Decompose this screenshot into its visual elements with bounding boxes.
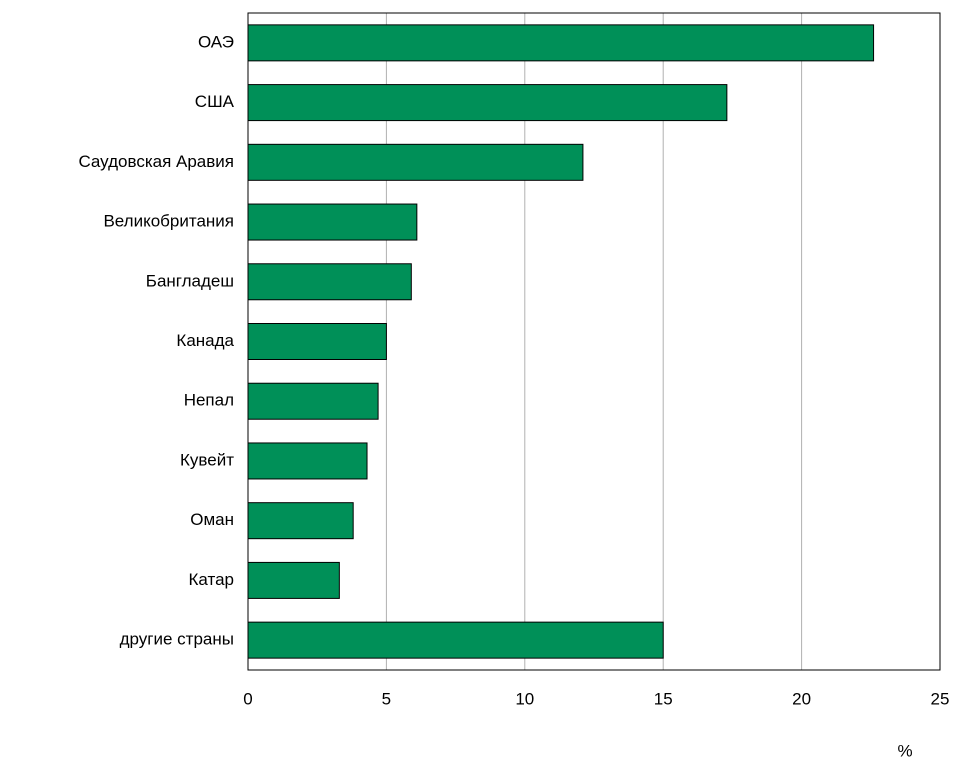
y-tick-label: Великобритания [103,212,234,231]
bar [247,263,412,301]
x-tick-label: 15 [654,689,673,708]
bar [247,502,354,540]
y-tick-label: Канада [176,331,234,350]
y-tick-label: США [195,92,235,111]
x-tick-label: 25 [931,689,950,708]
x-axis-label: % [897,741,912,760]
x-tick-label: 0 [243,689,252,708]
bar [247,323,387,360]
x-tick-label: 20 [792,689,811,708]
bar [247,621,664,659]
y-tick-label: Оман [190,510,234,529]
bar [247,442,368,480]
bar [247,203,418,241]
bar [247,84,728,122]
y-tick-label: Непал [184,391,234,410]
y-tick-label: ОАЭ [198,32,234,51]
y-tick-label: Кувейт [180,450,234,469]
y-tick-label: Бангладеш [146,271,234,290]
bar [247,24,875,62]
bar [247,561,340,599]
x-tick-label: 5 [382,689,391,708]
y-tick-label: Саудовская Аравия [78,152,234,171]
bar [247,382,379,420]
x-tick-label: 10 [515,689,534,708]
y-tick-label: другие страны [120,630,234,649]
y-tick-label: Катар [189,570,235,589]
bar [247,143,584,181]
